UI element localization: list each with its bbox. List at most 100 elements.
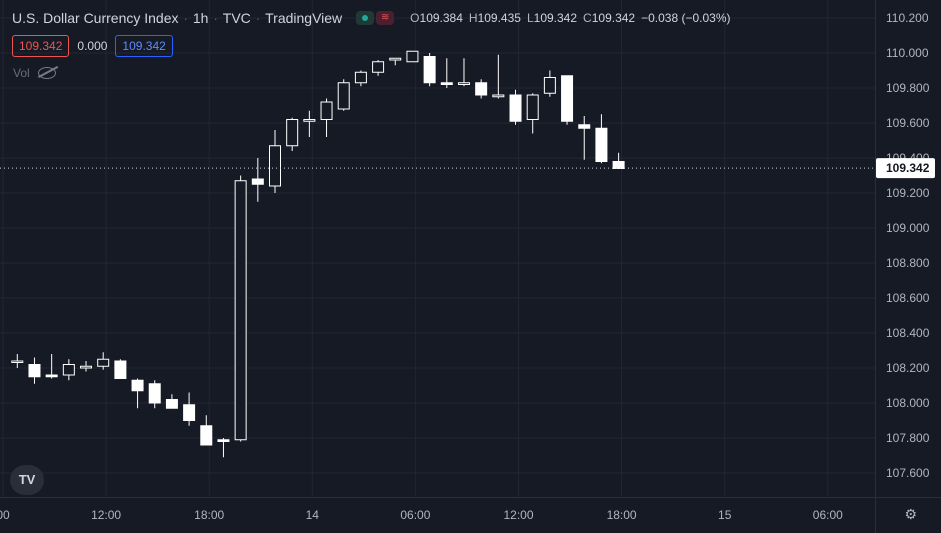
- candle: [269, 130, 281, 193]
- candle: [612, 152, 625, 169]
- y-tick-label: 108.800: [886, 256, 930, 270]
- candle: [492, 54, 505, 99]
- candle-body-down: [509, 94, 522, 122]
- candle-body-up: [492, 94, 505, 98]
- candle: [526, 93, 539, 134]
- candle-body-up: [320, 101, 333, 120]
- change-value: −0.038 (−0.03%): [641, 11, 731, 25]
- ohlc-close-key: C: [583, 11, 592, 25]
- candle: [337, 79, 350, 111]
- eye-hidden-icon[interactable]: [37, 67, 56, 79]
- ohlc-low-key: L: [526, 11, 534, 25]
- y-tick-label: 108.200: [886, 361, 930, 375]
- x-tick-label: 18:00: [607, 508, 637, 522]
- candle-body-up: [11, 360, 24, 363]
- candle-body-down: [595, 127, 608, 162]
- candle-body-up: [354, 71, 367, 84]
- x-tick-label: 12:00: [91, 508, 121, 522]
- alert-icon: ≋: [376, 11, 395, 25]
- candle: [183, 392, 196, 426]
- candle: [148, 380, 161, 409]
- volume-label: Vol: [13, 66, 30, 80]
- candle: [28, 357, 41, 384]
- volume-indicator[interactable]: Vol: [13, 66, 56, 80]
- candle: [251, 158, 264, 202]
- symbol-name[interactable]: U.S. Dollar Currency Index: [12, 10, 179, 26]
- tradingview-logo-icon[interactable]: TV: [10, 465, 44, 495]
- y-tick-label: 108.000: [886, 396, 930, 410]
- ohlc-high-value: 109.435: [477, 11, 521, 25]
- candle-body-down: [440, 82, 453, 85]
- y-tick-label: 108.400: [886, 326, 930, 340]
- candle-body-up: [80, 365, 93, 369]
- x-tick-label: 06:00: [400, 508, 430, 522]
- current-price-badge: [876, 158, 935, 179]
- candle: [595, 114, 608, 164]
- candle: [45, 354, 58, 379]
- ohlc-open-value: 109.384: [419, 11, 463, 25]
- candle-body-up: [286, 119, 299, 147]
- candle: [372, 60, 385, 76]
- candle-body-down: [165, 399, 178, 409]
- candle: [165, 394, 178, 409]
- candle: [80, 361, 93, 372]
- candle-body-up: [97, 358, 110, 367]
- spread-value: 0.000: [77, 39, 108, 53]
- y-tick-label: 109.800: [886, 81, 930, 95]
- buy-button[interactable]: 109.342: [115, 35, 173, 57]
- ohlc-close-value: 109.342: [591, 11, 636, 25]
- candle-body-up: [303, 119, 316, 122]
- y-tick-label: 107.600: [886, 466, 930, 480]
- candle-body-up: [337, 82, 350, 110]
- x-tick-label: 06:00: [813, 508, 843, 522]
- exchange-label: TVC: [222, 10, 251, 26]
- y-tick-label: 108.600: [886, 291, 930, 305]
- candle: [389, 57, 402, 66]
- y-tick-label: 109.000: [886, 221, 930, 235]
- candle-body-down: [200, 425, 213, 446]
- candle: [423, 53, 436, 87]
- ohlc-open-key: O: [410, 11, 420, 25]
- candle-body-up: [269, 145, 281, 187]
- source-label: TradingView: [265, 10, 343, 26]
- candle-body-down: [114, 360, 127, 379]
- x-tick-label: 12:00: [503, 508, 533, 522]
- candle-body-down: [217, 439, 230, 442]
- interval-label[interactable]: 1h: [192, 10, 209, 26]
- candle: [114, 359, 127, 379]
- candle-body-down: [251, 178, 264, 185]
- candle: [440, 58, 453, 88]
- x-tick-label: 00: [0, 508, 10, 522]
- settings-gear-icon[interactable]: ⚙: [904, 506, 917, 522]
- candle-body-down: [612, 161, 625, 169]
- candle: [457, 58, 470, 87]
- candle: [354, 70, 367, 87]
- candle-body-down: [475, 82, 488, 96]
- candle-body-down: [183, 404, 196, 421]
- market-status-toggle[interactable]: ≋: [356, 11, 396, 25]
- candle-body-down: [148, 383, 161, 404]
- candle: [578, 116, 591, 160]
- candle-body-down: [131, 379, 144, 392]
- candle: [131, 378, 144, 409]
- candle: [561, 75, 574, 125]
- sell-button[interactable]: 109.342: [12, 35, 70, 57]
- symbol-legend: U.S. Dollar Currency Index · 1h · TVC · …: [12, 10, 731, 26]
- candle-body-up: [234, 180, 247, 441]
- candle-body-down: [578, 124, 591, 129]
- ohlc-high-key: H: [468, 11, 478, 25]
- candle: [97, 352, 110, 370]
- candle-body-up: [372, 61, 385, 73]
- y-tick-label: 109.600: [886, 116, 930, 130]
- candle-body-up: [457, 82, 470, 85]
- candle: [509, 89, 522, 125]
- candle: [320, 98, 333, 137]
- candle-body-down: [423, 56, 436, 84]
- x-tick-label: 14: [306, 508, 320, 522]
- candle: [62, 359, 75, 381]
- candle-body-up: [543, 77, 556, 94]
- candle-body-down: [45, 374, 58, 378]
- candle: [475, 79, 488, 99]
